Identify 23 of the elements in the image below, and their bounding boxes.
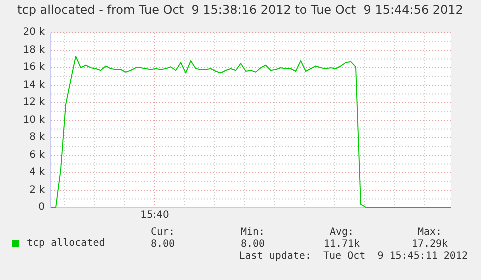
y-tick-label: 18 k (22, 44, 45, 58)
text: Last update: Tue Oct 9 15:45:11 2012 (239, 251, 468, 262)
text: 11.71k (322, 239, 362, 250)
chart-title: tcp allocated - from Tue Oct 9 15:38:16 2012 to Tue Oct 9 15:44:56 2012 (16, 3, 464, 17)
y-tick-label: 0 (38, 201, 45, 215)
text: 15:40 (140, 210, 170, 221)
text: Avg: (328, 227, 356, 238)
y-tick-label: 4 k (28, 166, 45, 180)
text: 8.00 (150, 239, 176, 250)
y-tick-label: 14 k (22, 78, 45, 92)
text: 17.29k (410, 239, 450, 250)
text: Max: (416, 227, 444, 238)
y-tick-label: 2 k (28, 184, 45, 198)
y-tick-label: 12 k (22, 96, 45, 110)
y-tick-label: 16 k (22, 61, 45, 75)
y-tick-label: 8 k (28, 131, 45, 145)
legend-label: tcp allocated (27, 238, 106, 249)
y-tick-label: 6 k (28, 148, 45, 162)
text: 8.00 (240, 239, 266, 250)
y-tick-label: 10 k (22, 114, 45, 128)
text: Cur: (150, 227, 176, 238)
text: Min: (240, 227, 266, 238)
y-tick-label: 20 k (22, 26, 45, 40)
